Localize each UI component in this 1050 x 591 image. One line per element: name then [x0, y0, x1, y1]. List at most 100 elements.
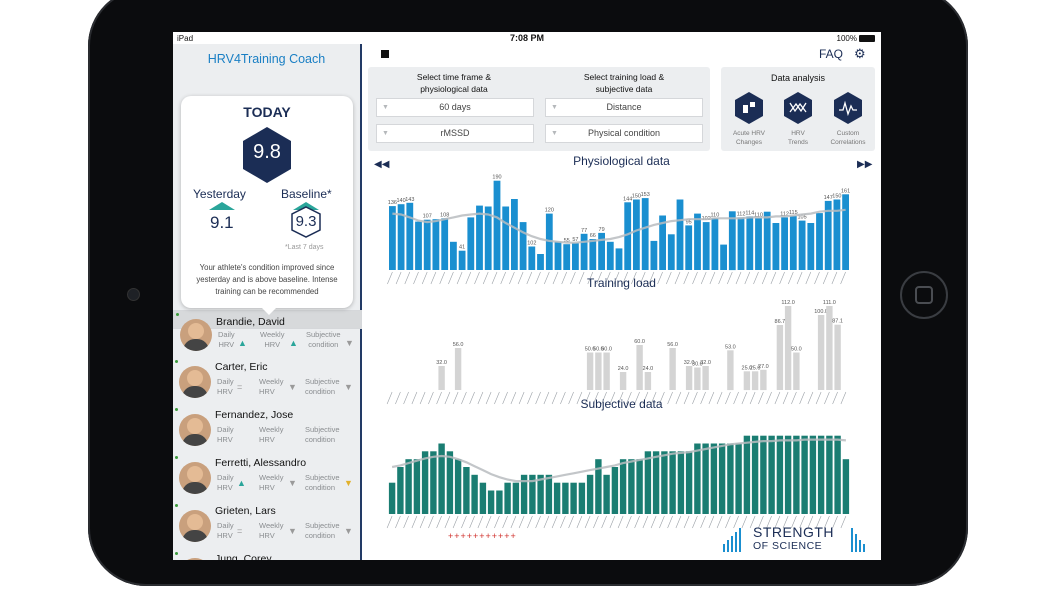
x-tick	[535, 271, 541, 285]
bar	[727, 443, 734, 514]
home-button[interactable]	[900, 271, 948, 319]
athlete-row[interactable]: Fernandez, Jose Daily HRV Weekly HRV Subjec…	[173, 406, 360, 454]
rewind-icon[interactable]: ◀◀	[374, 159, 390, 170]
x-tick	[485, 515, 492, 529]
acute-hrv-icon[interactable]	[734, 91, 764, 125]
screen: iPad 7:08 PM 100% HRV4Training Coach Bra…	[173, 32, 881, 560]
bar	[667, 234, 675, 270]
athlete-name: Ferretti, Alessandro	[215, 457, 307, 469]
yesterday-label: Yesterday	[193, 187, 246, 201]
chevron-down-icon: ▼	[551, 104, 558, 111]
custom-correlations-icon[interactable]	[833, 91, 863, 125]
x-tick	[788, 271, 794, 285]
bar	[650, 240, 658, 270]
weekly-trend-icon: ▲	[289, 338, 298, 348]
timeframe-select[interactable]: ▼ 60 days	[376, 98, 534, 117]
online-dot	[175, 360, 178, 363]
x-tick	[560, 391, 566, 405]
avatar	[179, 510, 211, 542]
data-label: 55	[564, 238, 570, 244]
x-tick	[774, 515, 781, 529]
x-tick	[469, 391, 475, 405]
bar	[562, 482, 569, 514]
subjective-label: Subjective condition	[306, 330, 341, 349]
faq-button[interactable]: FAQ	[819, 47, 844, 61]
baseline-hexagon-icon	[291, 206, 321, 238]
data-analysis-panel: Data analysis Acute HRV Changes HRV Tren…	[721, 67, 875, 151]
stop-icon[interactable]	[381, 50, 389, 58]
x-tick	[675, 515, 682, 529]
bar	[589, 239, 597, 270]
x-tick	[578, 271, 585, 285]
x-tick	[560, 515, 566, 529]
x-tick	[735, 271, 742, 285]
x-tick	[544, 271, 550, 285]
bar	[702, 366, 709, 390]
daily-label: Daily HRV	[217, 521, 234, 540]
data-label: 110	[754, 212, 763, 218]
bar	[768, 435, 775, 514]
bar	[458, 250, 466, 270]
x-tick	[692, 391, 698, 405]
bar	[826, 435, 833, 514]
x-tick	[741, 391, 748, 405]
x-tick	[617, 391, 624, 405]
x-tick	[700, 515, 706, 529]
gear-icon[interactable]: ⚙	[854, 46, 866, 61]
x-tick	[782, 515, 789, 529]
x-tick	[428, 391, 434, 405]
subjective-chart	[386, 435, 850, 529]
x-tick	[634, 515, 640, 529]
x-tick	[436, 391, 442, 405]
athlete-row[interactable]: Ferretti, Alessandro Daily HRV ▲ Weekly HRV…	[173, 454, 360, 502]
athlete-name: Grieten, Lars	[215, 505, 276, 517]
physio-select[interactable]: ▼ rMSSD	[376, 124, 534, 143]
online-dot	[175, 504, 178, 507]
x-tick	[535, 391, 541, 405]
bar	[479, 482, 487, 514]
data-label: 87.1	[832, 319, 843, 325]
data-label: 32.0	[700, 360, 711, 366]
x-tick	[452, 391, 459, 405]
chart-title-training-load: Training load	[587, 276, 656, 290]
x-tick	[674, 271, 681, 285]
bar	[711, 218, 719, 270]
bar	[454, 348, 462, 390]
x-tick	[725, 391, 731, 405]
x-tick	[626, 515, 632, 529]
x-tick	[477, 391, 484, 405]
bar	[405, 459, 412, 514]
logo-line1: STRENGTH	[753, 524, 834, 540]
x-tick	[642, 515, 649, 529]
x-tick	[509, 271, 515, 285]
bar	[603, 474, 610, 514]
data-label: 112	[780, 211, 789, 217]
fast-forward-icon[interactable]: ▶▶	[857, 159, 873, 170]
hrv-trends-icon[interactable]	[783, 91, 813, 125]
x-tick	[609, 515, 616, 529]
data-label: 153	[641, 192, 650, 198]
bar	[388, 482, 396, 514]
bar	[776, 435, 784, 514]
data-label: 150	[832, 194, 841, 200]
subjective-label: Subjective condition	[305, 473, 340, 492]
x-tick	[766, 391, 772, 405]
chevron-down-icon: ▼	[551, 130, 558, 137]
x-tick	[570, 271, 576, 285]
bar	[572, 243, 579, 270]
athlete-row[interactable]: Grieten, Lars Daily HRV = Weekly HRV ▼ Subjec…	[173, 502, 360, 550]
bar	[817, 315, 825, 390]
x-tick	[469, 515, 475, 529]
bar	[789, 216, 797, 270]
athlete-row[interactable]: Carter, Eric Daily HRV = Weekly HRV ▼ Subject…	[173, 358, 360, 406]
subjective-select[interactable]: ▼ Physical condition	[545, 124, 703, 143]
load-select[interactable]: ▼ Distance	[545, 98, 703, 117]
x-tick	[428, 515, 434, 529]
x-tick	[657, 271, 663, 285]
weekly-trend-icon: ▼	[288, 526, 297, 536]
x-tick	[761, 271, 768, 285]
bar	[463, 467, 470, 514]
bar	[624, 202, 632, 270]
x-tick	[576, 391, 583, 405]
